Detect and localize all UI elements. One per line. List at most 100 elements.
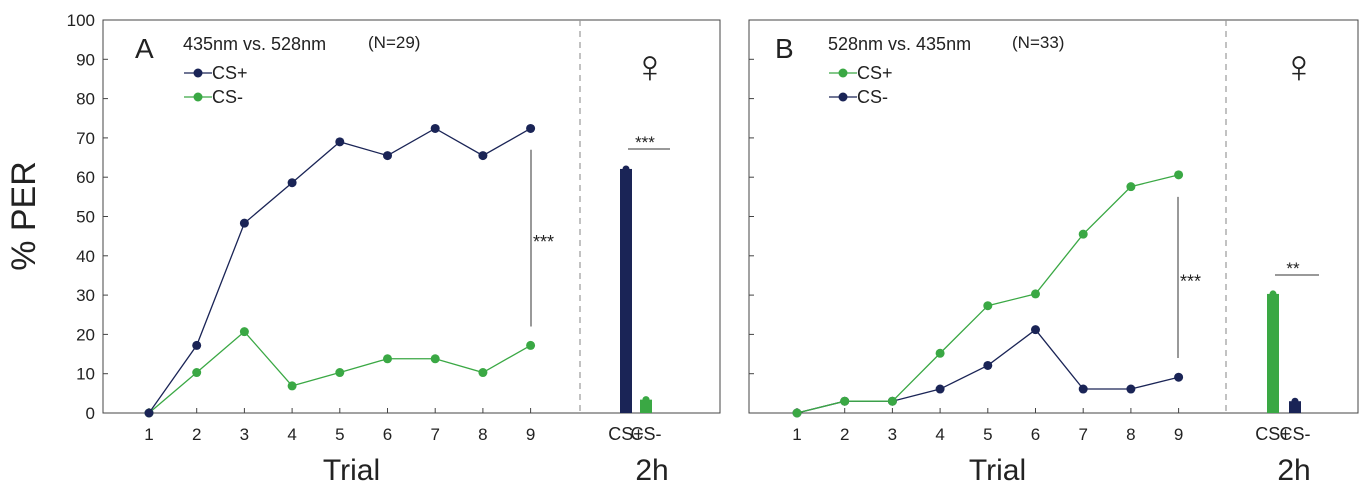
panel-a-data-point <box>192 368 202 378</box>
panel-b-x-tick-label: 1 <box>792 425 801 444</box>
panel-a-data-point <box>239 218 249 228</box>
panel-a-subtitle: 435nm vs. 528nm <box>183 34 326 54</box>
panel-a-data-point <box>144 408 154 418</box>
panel-a-bar-category-label: CS- <box>631 424 662 444</box>
panel-a-x-tick-label: 8 <box>478 425 487 444</box>
panel-a-n-label: (N=29) <box>368 33 420 52</box>
panel-b-x-axis-label: Trial <box>969 454 1026 484</box>
y-tick-label: 50 <box>76 208 95 227</box>
panel-b-data-point <box>935 384 945 394</box>
y-tick-label: 20 <box>76 325 95 344</box>
panel-b-x-tick-label: 7 <box>1078 425 1087 444</box>
panel-b-sig-line-label: *** <box>1180 271 1201 291</box>
panel-a-x-tick-label: 3 <box>240 425 249 444</box>
panel-b-female-symbol: ♀ <box>1282 40 1317 92</box>
panel-b-data-point <box>1126 384 1136 394</box>
panel-a-x-tick-label: 7 <box>430 425 439 444</box>
y-tick-label: 30 <box>76 286 95 305</box>
y-tick-label: 100 <box>67 11 95 30</box>
panel-b-x-tick-label: 4 <box>935 425 944 444</box>
panel-b-x-tick-label: 5 <box>983 425 992 444</box>
panel-b-frame <box>748 19 1359 414</box>
panel-b-bar-category-label: CS+ <box>1255 424 1291 444</box>
panel-b-x-tick-label: 9 <box>1174 425 1183 444</box>
panel-a-bar <box>640 399 652 413</box>
panel-a-x-tick-label: 6 <box>383 425 392 444</box>
y-tick-label: 10 <box>76 365 95 384</box>
panel-b-bar <box>1267 293 1279 413</box>
panel-b-data-point <box>983 301 993 311</box>
panel-a-data-point <box>335 137 345 147</box>
panel-a-letter: A <box>135 33 154 64</box>
panel-a-data-point <box>478 151 488 161</box>
panel-b-data-point <box>935 348 945 358</box>
panel-a-bar-sig-label: *** <box>635 133 655 152</box>
panel-b-data-point <box>887 396 897 406</box>
y-tick-label: 90 <box>76 50 95 69</box>
panel-a-data-point <box>430 354 440 364</box>
panel-b-subtitle: 528nm vs. 435nm <box>828 34 971 54</box>
panel-a-legend-label: CS- <box>212 87 243 107</box>
panel-a-x-axis-label: Trial <box>323 454 380 484</box>
panel-b-bar-sig-label: ** <box>1286 259 1300 278</box>
panel-b-x-tick-label: 2 <box>840 425 849 444</box>
panel-a-data-point <box>430 123 440 133</box>
panel-a-x-tick-label: 1 <box>144 425 153 444</box>
panel-b-data-point <box>1174 170 1184 180</box>
panel-a-data-point <box>383 354 392 364</box>
panel-a-legend-marker <box>193 68 203 78</box>
panel-a-x-tick-label: 2 <box>192 425 201 444</box>
panel-b-letter: B <box>775 33 794 64</box>
y-tick-label: 60 <box>76 168 95 187</box>
panel-b-legend-label: CS- <box>857 87 888 107</box>
panel-a-bar-cap <box>622 165 630 173</box>
panel-b-data-point <box>1031 325 1040 335</box>
panel-a-data-point <box>478 368 488 378</box>
panel-b-legend-marker <box>838 68 848 78</box>
panel-a-data-point <box>526 340 536 350</box>
panel-b-data-point <box>1078 384 1088 394</box>
panel-a-legend-label: CS+ <box>212 63 248 83</box>
panel-a-sig-line-label: *** <box>533 232 554 252</box>
panel-b-bar <box>1289 401 1301 413</box>
panel-b-data-point <box>1031 289 1040 299</box>
y-tick-label: 80 <box>76 90 95 109</box>
panel-b-series-line-CSminus <box>796 328 1179 414</box>
panel-b-bars-x-label: 2h <box>1277 454 1310 484</box>
panel-a-data-point <box>287 381 297 391</box>
y-tick-label: 40 <box>76 247 95 266</box>
panel-b-data-point <box>1078 229 1088 239</box>
panel-b-legend-label: CS+ <box>857 63 893 83</box>
panel-b-data-point <box>792 408 802 418</box>
panel-a-bar-cap <box>642 396 650 404</box>
panel-a-legend-marker <box>193 92 203 102</box>
panel-b-x-tick-label: 8 <box>1126 425 1135 444</box>
panel-a-data-point <box>192 340 202 350</box>
y-axis-label: % PER <box>5 161 43 271</box>
panel-b-bar-cap <box>1291 397 1299 405</box>
panel-b-data-point <box>840 396 850 406</box>
y-tick-label: 70 <box>76 129 95 148</box>
panel-a-data-point <box>287 178 297 188</box>
panel-a-bar-category-label: CS+ <box>608 424 644 444</box>
panel-b-n-label: (N=33) <box>1012 33 1064 52</box>
panel-a-female-symbol: ♀ <box>633 40 668 92</box>
y-tick-label: 0 <box>86 404 95 423</box>
panel-b-series-line-CSplus <box>796 174 1179 414</box>
panel-b-data-point <box>1174 372 1184 382</box>
panel-a-data-point <box>383 151 392 161</box>
panel-b-data-point <box>983 360 993 370</box>
panel-b-x-tick-label: 6 <box>1031 425 1040 444</box>
panel-b-legend-marker <box>838 92 848 102</box>
panel-a-data-point <box>239 327 249 337</box>
panel-a-data-point <box>335 368 345 378</box>
panel-a-bar <box>620 168 632 413</box>
panel-b-x-tick-label: 3 <box>888 425 897 444</box>
panel-a-data-point <box>526 123 536 133</box>
panel-a-x-tick-label: 4 <box>287 425 296 444</box>
panel-b-bar-cap <box>1269 290 1277 298</box>
panel-a-x-tick-label: 5 <box>335 425 344 444</box>
panel-a-bars-x-label: 2h <box>635 454 668 484</box>
panel-b-data-point <box>1126 182 1136 192</box>
